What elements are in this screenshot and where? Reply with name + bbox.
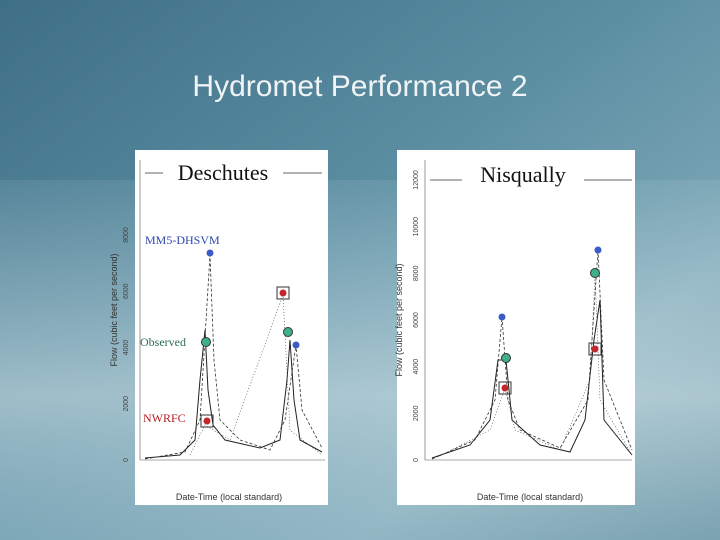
y-tick-label: 8000: [123, 227, 130, 243]
peak-marker: [201, 337, 211, 347]
y-axis-label: Flow (cubic feet per second): [394, 263, 404, 376]
hydrograph: [144, 329, 323, 459]
legend-label: Observed: [140, 335, 186, 349]
y-tick-label: 0: [123, 458, 130, 462]
y-tick-label: 12000: [413, 170, 420, 190]
peak-marker: [588, 342, 602, 356]
y-tick-label: 10000: [413, 217, 420, 237]
peak-marker: [501, 353, 511, 363]
peak-marker: [279, 289, 287, 297]
peak-marker: [206, 249, 214, 257]
peak-marker: [591, 345, 599, 353]
y-tick-label: 2000: [123, 396, 130, 412]
peak-marker: [501, 384, 509, 392]
peak-marker: [590, 268, 600, 278]
panel-title: Deschutes: [178, 160, 268, 185]
panel-bg: [397, 150, 635, 505]
label-bg: [163, 160, 283, 186]
label-bg: [462, 160, 584, 186]
y-ticks: 0 2000 4000 6000 8000: [123, 227, 130, 462]
y-ticks: 0 2000 4000 6000 8000 10000 12000: [413, 170, 420, 462]
legend-label: NWRFC: [143, 411, 186, 425]
y-tick-label: 8000: [413, 265, 420, 281]
y-tick-label: 4000: [123, 340, 130, 356]
panel-nisqually: Nisqually Date-Time (local standard) Flo…: [394, 150, 635, 505]
panel-title: Nisqually: [480, 162, 566, 187]
hydrograph: [431, 249, 633, 460]
y-tick-label: 6000: [413, 312, 420, 328]
y-tick-label: 2000: [413, 405, 420, 421]
peak-marker: [276, 286, 290, 300]
legend-label: MM5-DHSVM: [145, 233, 220, 247]
peak-marker: [283, 327, 293, 337]
peak-marker: [292, 341, 300, 349]
peak-marker: [200, 414, 214, 428]
panel-bg: [135, 150, 328, 505]
peak-marker: [498, 313, 506, 321]
hydrograph: [144, 254, 323, 460]
y-tick-label: 6000: [123, 283, 130, 299]
y-axis-label: Flow (cubic feet per second): [109, 253, 119, 366]
hydrograph: [189, 294, 323, 456]
y-tick-label: 4000: [413, 359, 420, 375]
slide-title: Hydromet Performance 2: [192, 70, 527, 103]
peak-marker: [594, 246, 602, 254]
y-tick-label: 0: [413, 458, 420, 462]
peak-marker: [498, 381, 512, 395]
peak-marker: [203, 417, 211, 425]
x-axis-label: Date-Time (local standard): [176, 492, 282, 502]
panel-deschutes: Deschutes MM5-DHSVM Observed NWRFC Date-…: [109, 150, 328, 505]
x-axis-label: Date-Time (local standard): [477, 492, 583, 502]
